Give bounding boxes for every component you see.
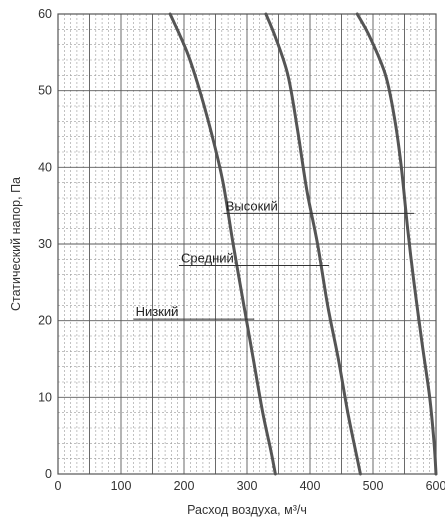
y-axis-title: Статический напор, Па bbox=[9, 177, 23, 311]
x-tick-label: 200 bbox=[174, 479, 195, 493]
x-axis-title: Расход воздуха, м³/ч bbox=[187, 503, 307, 517]
x-tick-label: 0 bbox=[55, 479, 62, 493]
x-tick-label: 400 bbox=[300, 479, 321, 493]
y-tick-label: 10 bbox=[38, 390, 52, 404]
y-tick-label: 20 bbox=[38, 314, 52, 328]
y-tick-label: 60 bbox=[38, 7, 52, 21]
y-tick-label: 0 bbox=[45, 467, 52, 481]
y-tick-label: 30 bbox=[38, 237, 52, 251]
plot-frame bbox=[57, 13, 437, 475]
x-tick-label: 100 bbox=[111, 479, 132, 493]
x-tick-label: 600 bbox=[426, 479, 445, 493]
series-line-high bbox=[355, 12, 438, 476]
series-line-low bbox=[168, 12, 277, 476]
major-gridlines bbox=[58, 14, 436, 474]
series-label-high: Высокий bbox=[226, 198, 278, 213]
tick-labels: 0 100 200 300 400 500 600 0 10 20 30 40 50 60 bbox=[38, 7, 445, 493]
series-label-medium: Средний bbox=[181, 250, 234, 265]
series-layer bbox=[168, 12, 438, 476]
y-tick-label: 40 bbox=[38, 160, 52, 174]
y-tick-label: 50 bbox=[38, 84, 52, 98]
x-tick-label: 500 bbox=[363, 479, 384, 493]
series-callouts: Низкий Средний Высокий bbox=[133, 198, 415, 320]
series-label-low: Низкий bbox=[136, 304, 179, 319]
series-line-medium bbox=[264, 12, 362, 476]
x-tick-label: 300 bbox=[237, 479, 258, 493]
